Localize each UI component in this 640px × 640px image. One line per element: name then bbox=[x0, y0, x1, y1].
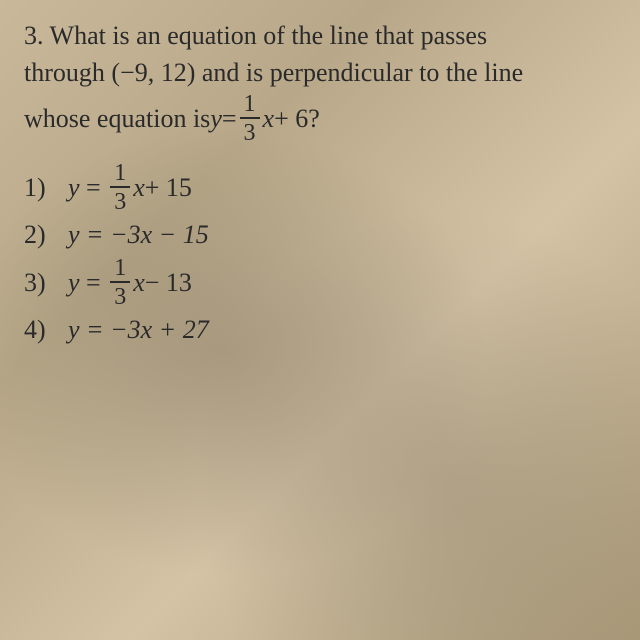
fraction-denominator: 3 bbox=[114, 283, 126, 309]
answer-option-2: 2) y = −3x − 15 bbox=[24, 220, 616, 250]
answer-number: 4) bbox=[24, 315, 68, 345]
fraction-numerator: 1 bbox=[110, 256, 130, 283]
answer-number: 3) bbox=[24, 268, 68, 298]
fraction-denominator: 3 bbox=[114, 188, 126, 214]
answer-option-4: 4) y = −3x + 27 bbox=[24, 315, 616, 345]
equation-tail: + 6? bbox=[274, 101, 320, 136]
answer-lhs: y bbox=[68, 173, 80, 203]
equals-sign: = bbox=[222, 101, 237, 136]
answer-tail: + 15 bbox=[145, 173, 192, 203]
answer-option-3: 3) y = 1 3 x − 13 bbox=[24, 256, 616, 309]
answer-fraction: 1 3 bbox=[110, 161, 130, 214]
math-problem: { "problem": { "number": "3.", "line1": … bbox=[24, 18, 616, 345]
answer-var: x bbox=[133, 268, 145, 298]
question-line-1: 3. What is an equation of the line that … bbox=[24, 18, 616, 53]
answer-eq-sign: = bbox=[80, 173, 108, 203]
answer-equation: y = 1 3 x + 15 bbox=[68, 161, 192, 214]
answer-equation: y = −3x + 27 bbox=[68, 315, 209, 345]
fraction-numerator: 1 bbox=[240, 92, 260, 119]
answer-var: x bbox=[133, 173, 145, 203]
prompt-prefix: whose equation is bbox=[24, 101, 210, 136]
question-equation-line: whose equation is y = 1 3 x + 6? bbox=[24, 92, 616, 145]
answer-number: 1) bbox=[24, 173, 68, 203]
answer-equation: y = −3x − 15 bbox=[68, 220, 209, 250]
answer-list: 1) y = 1 3 x + 15 2) y = −3x − 15 3) y = bbox=[24, 161, 616, 345]
fraction-numerator: 1 bbox=[110, 161, 130, 188]
answer-fraction: 1 3 bbox=[110, 256, 130, 309]
equation-lhs: y bbox=[210, 101, 222, 136]
answer-eq-sign: = bbox=[80, 268, 108, 298]
equation-var: x bbox=[263, 101, 275, 136]
given-fraction: 1 3 bbox=[240, 92, 260, 145]
answer-option-1: 1) y = 1 3 x + 15 bbox=[24, 161, 616, 214]
answer-lhs: y bbox=[68, 268, 80, 298]
answer-number: 2) bbox=[24, 220, 68, 250]
answer-tail: − 13 bbox=[145, 268, 192, 298]
fraction-denominator: 3 bbox=[244, 119, 256, 145]
question-line-2: through (−9, 12) and is perpendicular to… bbox=[24, 55, 616, 90]
answer-equation: y = 1 3 x − 13 bbox=[68, 256, 192, 309]
